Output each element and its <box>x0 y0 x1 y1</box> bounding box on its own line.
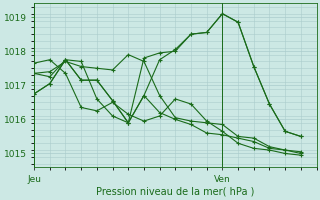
X-axis label: Pression niveau de la mer( hPa ): Pression niveau de la mer( hPa ) <box>96 187 254 197</box>
